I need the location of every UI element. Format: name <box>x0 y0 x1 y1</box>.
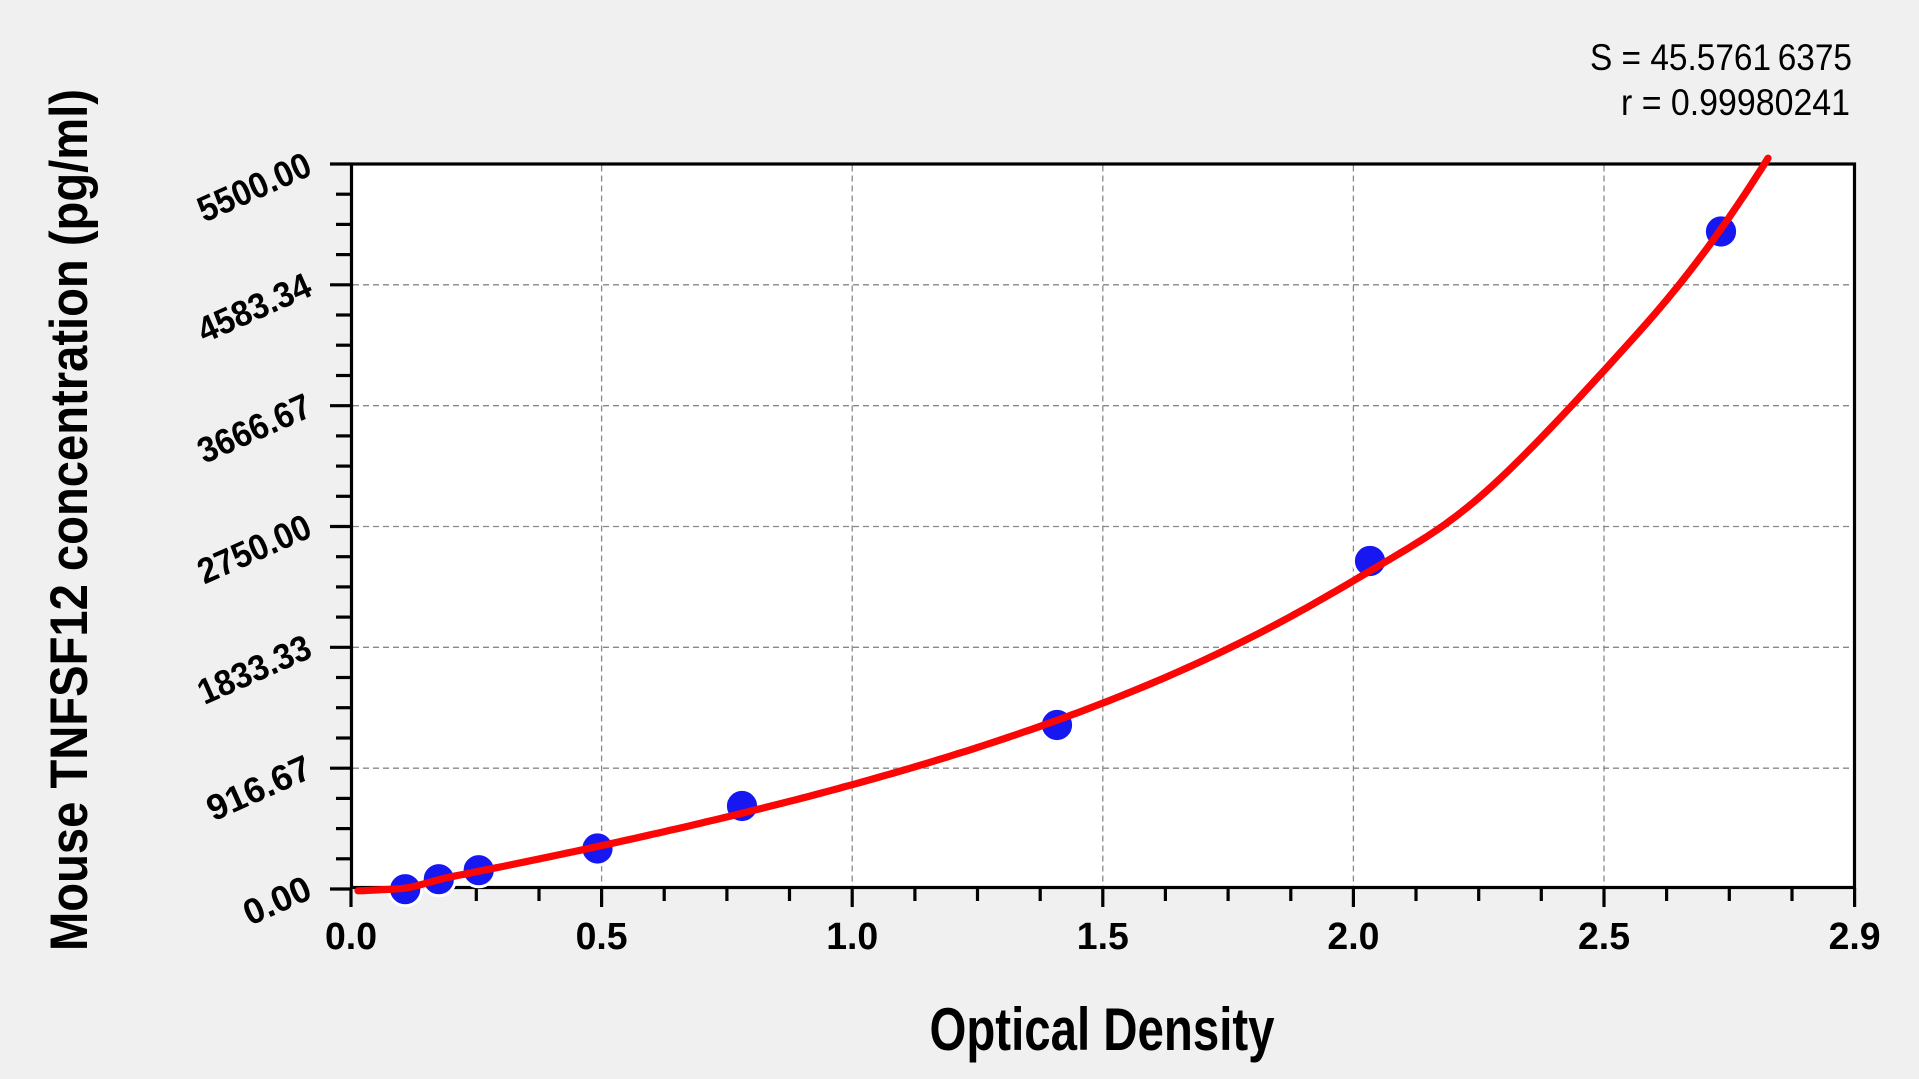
svg-text:2.5: 2.5 <box>1578 916 1630 958</box>
svg-text:Mouse TNFSF12 concentration (p: Mouse TNFSF12 concentration (pg/ml) <box>40 89 99 951</box>
svg-text:1.5: 1.5 <box>1077 916 1129 958</box>
svg-text:4583.34: 4583.34 <box>191 264 317 350</box>
svg-text:2.9: 2.9 <box>1829 916 1881 958</box>
svg-text:2.0: 2.0 <box>1327 916 1379 958</box>
svg-text:3666.67: 3666.67 <box>191 385 317 471</box>
svg-text:0.00: 0.00 <box>237 867 318 933</box>
svg-text:1.0: 1.0 <box>826 916 878 958</box>
svg-text:0.5: 0.5 <box>576 916 628 958</box>
svg-text:r = 0.99980241: r = 0.99980241 <box>1621 82 1850 123</box>
svg-text:Optical Density: Optical Density <box>930 996 1275 1063</box>
svg-text:1833.33: 1833.33 <box>191 626 317 712</box>
svg-text:S = 45.5761 6375: S = 45.5761 6375 <box>1590 37 1852 78</box>
svg-text:0.0: 0.0 <box>325 916 377 958</box>
svg-text:5500.00: 5500.00 <box>191 144 317 230</box>
svg-text:2750.00: 2750.00 <box>191 506 317 592</box>
svg-text:916.67: 916.67 <box>200 747 317 829</box>
